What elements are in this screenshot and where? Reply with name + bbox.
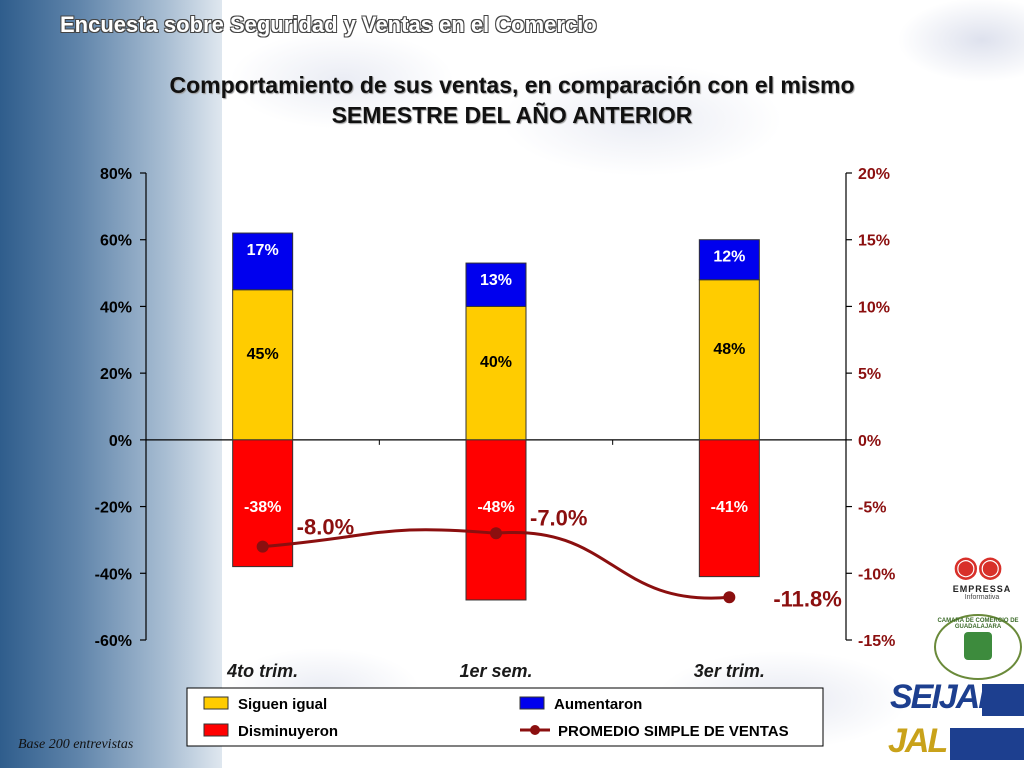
bar-aumentaron <box>232 232 294 291</box>
left-tick-label: 20% <box>100 366 132 383</box>
left-tick-label: 60% <box>100 233 132 250</box>
right-tick-label: 10% <box>858 299 890 316</box>
bar-siguen-igual <box>232 289 294 441</box>
average-sales-point <box>256 540 269 553</box>
legend-item-aumentaron-label: Aumentaron <box>554 696 642 713</box>
left-tick-label: -40% <box>95 566 132 583</box>
empressa-sub: Informativa <box>964 594 1000 601</box>
left-tick-label: 40% <box>100 299 132 316</box>
legend-item-siguen-igual-swatch <box>203 696 229 710</box>
header-title: Encuesta sobre Seguridad y Ventas en el … <box>60 12 597 37</box>
right-tick-label: 15% <box>858 233 890 250</box>
bar-label-disminuyeron: -38% <box>244 499 281 516</box>
left-tick-label: -20% <box>95 500 132 517</box>
average-sales-label: -11.8% <box>773 586 842 611</box>
seijal-side-block <box>982 684 1024 716</box>
legend-item-aumentaron-swatch <box>519 696 545 710</box>
jal-wordmark: JAL <box>888 722 948 760</box>
left-tick-label: 0% <box>109 433 132 450</box>
right-tick-label: -5% <box>858 500 886 517</box>
bar-label-aumentaron: 17% <box>247 242 279 259</box>
legend-item-promedio-label: PROMEDIO SIMPLE DE VENTAS <box>558 723 789 740</box>
average-sales-point <box>490 527 502 540</box>
jal-side-block <box>950 728 1024 760</box>
sponsor-logos: ◉◉ EMPRESSA Informativa CAMARA DE COMERC… <box>882 550 1024 768</box>
bar-label-aumentaron: 13% <box>480 272 512 289</box>
bar-label-siguen-igual: 48% <box>713 341 745 358</box>
bar-label-siguen-igual: 45% <box>247 346 279 363</box>
chart-title: Comportamiento de sus ventas, en compara… <box>40 70 984 130</box>
footnote: Base 200 entrevistas <box>18 737 134 752</box>
legend-item-promedio-marker <box>530 725 540 735</box>
left-gradient-band <box>0 0 222 768</box>
left-tick-label: 80% <box>100 166 132 183</box>
empressa-logo: ◉◉ EMPRESSA Informativa <box>942 550 1022 610</box>
average-sales-label: -7.0% <box>530 505 587 530</box>
chart-title-line2: SEMESTRE DEL AÑO ANTERIOR <box>331 102 693 128</box>
bar-label-aumentaron: 12% <box>713 249 745 266</box>
legend-item-disminuyeron-swatch <box>203 723 229 737</box>
bar-disminuyeron <box>698 439 760 578</box>
category-label: 3er trim. <box>694 661 765 681</box>
category-label: 1er sem. <box>459 661 532 681</box>
average-sales-label: -8.0% <box>297 515 354 540</box>
camara-ring-text: CAMARA DE COMERCIO DE GUADALAJARA <box>937 618 1019 630</box>
average-sales-point <box>723 591 736 604</box>
bar-aumentaron <box>465 262 527 307</box>
empressa-mark-icon: ◉◉ <box>953 551 1003 582</box>
right-tick-label: -15% <box>858 633 895 650</box>
empressa-name: EMPRESSA <box>952 584 1012 594</box>
bar-aumentaron <box>698 239 760 281</box>
bar-siguen-igual <box>465 305 527 441</box>
bar-label-siguen-igual: 40% <box>480 354 512 371</box>
seijal-wordmark: SEIJAL <box>890 678 999 716</box>
seijal-logo: SEIJAL <box>890 678 1024 718</box>
bar-disminuyeron <box>465 439 527 601</box>
bar-label-disminuyeron: -48% <box>477 499 514 516</box>
right-tick-label: 0% <box>858 433 881 450</box>
right-tick-label: 20% <box>858 166 890 183</box>
legend-box <box>186 687 824 747</box>
chart-title-line1: Comportamiento de sus ventas, en compara… <box>169 72 855 98</box>
category-label: 4to trim. <box>226 661 298 681</box>
bar-label-disminuyeron: -41% <box>711 499 748 516</box>
right-tick-label: 5% <box>858 366 881 383</box>
camara-seal-icon <box>964 632 992 660</box>
camara-comercio-logo: CAMARA DE COMERCIO DE GUADALAJARA <box>934 614 1022 680</box>
left-tick-label: -60% <box>95 633 132 650</box>
jal-logo: JAL <box>888 722 1024 766</box>
legend-item-siguen-igual-label: Siguen igual <box>238 696 327 713</box>
right-tick-label: -10% <box>858 566 895 583</box>
bar-siguen-igual <box>698 279 760 441</box>
background-watermark <box>222 0 1024 768</box>
legend-item-disminuyeron-label: Disminuyeron <box>238 723 338 740</box>
